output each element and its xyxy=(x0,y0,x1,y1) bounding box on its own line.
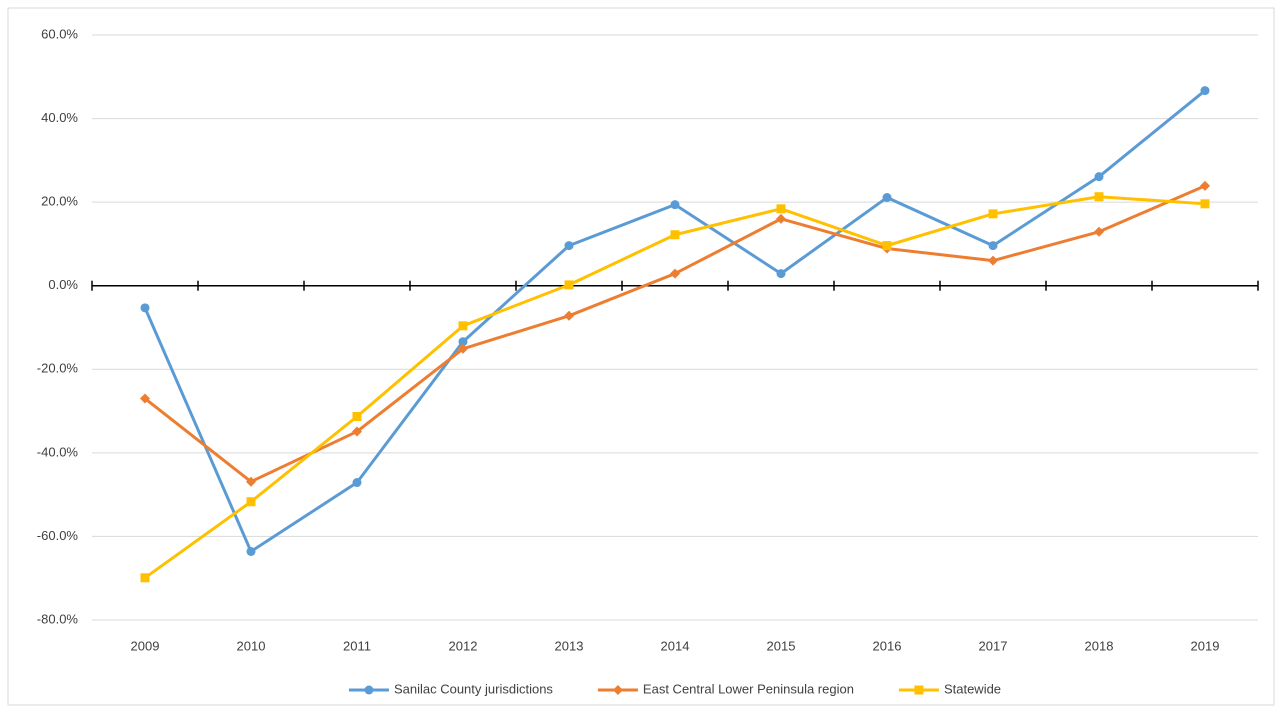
marker xyxy=(564,280,574,290)
marker xyxy=(914,685,924,695)
y-tick-label: 60.0% xyxy=(41,26,78,41)
marker xyxy=(140,393,150,404)
marker xyxy=(776,204,786,214)
marker xyxy=(670,200,680,210)
x-tick-label: 2017 xyxy=(979,638,1008,653)
marker xyxy=(988,241,998,251)
legend-label: Sanilac County jurisdictions xyxy=(394,681,553,696)
chart-border xyxy=(7,7,1275,706)
marker xyxy=(364,685,374,695)
marker xyxy=(612,685,623,695)
x-tick-label: 2015 xyxy=(767,638,796,653)
y-tick-label: 20.0% xyxy=(41,194,78,209)
marker xyxy=(1094,226,1104,237)
marker xyxy=(140,573,150,583)
marker xyxy=(564,310,574,321)
marker xyxy=(352,412,362,422)
y-tick-label: 40.0% xyxy=(41,110,78,125)
marker xyxy=(988,209,998,219)
marker xyxy=(882,193,892,203)
x-tick-label: 2018 xyxy=(1085,638,1114,653)
legend: Sanilac County jurisdictions East Central… xyxy=(348,681,1001,696)
x-tick-label: 2019 xyxy=(1191,638,1220,653)
marker xyxy=(352,478,362,488)
marker xyxy=(776,269,786,279)
x-tick-label: 2012 xyxy=(449,638,478,653)
x-tick-label: 2011 xyxy=(343,638,371,653)
marker xyxy=(1094,172,1104,182)
marker xyxy=(564,241,574,251)
marker xyxy=(1200,86,1210,96)
y-tick-label: -80.0% xyxy=(37,611,79,626)
marker xyxy=(1200,199,1210,209)
marker xyxy=(246,476,256,487)
legend-item: Sanilac County jurisdictions xyxy=(348,681,553,696)
legend-label: East Central Lower Peninsula region xyxy=(643,681,854,696)
marker xyxy=(246,546,256,556)
x-tick-label: 2009 xyxy=(131,638,160,653)
legend-label: Statewide xyxy=(944,681,1001,696)
marker xyxy=(458,337,468,347)
y-tick-label: -40.0% xyxy=(37,444,79,459)
marker xyxy=(352,426,362,437)
marker xyxy=(458,321,468,331)
marker xyxy=(458,343,468,354)
marker xyxy=(246,497,256,507)
marker xyxy=(988,255,998,266)
legend-item: Statewide xyxy=(898,681,1001,696)
marker xyxy=(670,230,680,240)
marker xyxy=(1094,192,1104,202)
x-tick-label: 2013 xyxy=(555,638,584,653)
y-tick-label: 0.0% xyxy=(48,277,78,292)
marker xyxy=(776,213,786,224)
x-tick-label: 2014 xyxy=(661,638,690,653)
y-tick-label: -60.0% xyxy=(37,528,79,543)
marker xyxy=(670,268,680,279)
marker xyxy=(882,241,892,251)
y-tick-label: -20.0% xyxy=(37,361,79,376)
x-tick-label: 2016 xyxy=(873,638,902,653)
legend-item: East Central Lower Peninsula region xyxy=(597,681,854,696)
marker xyxy=(1200,180,1210,191)
marker xyxy=(140,303,150,313)
x-tick-label: 2010 xyxy=(237,638,266,653)
